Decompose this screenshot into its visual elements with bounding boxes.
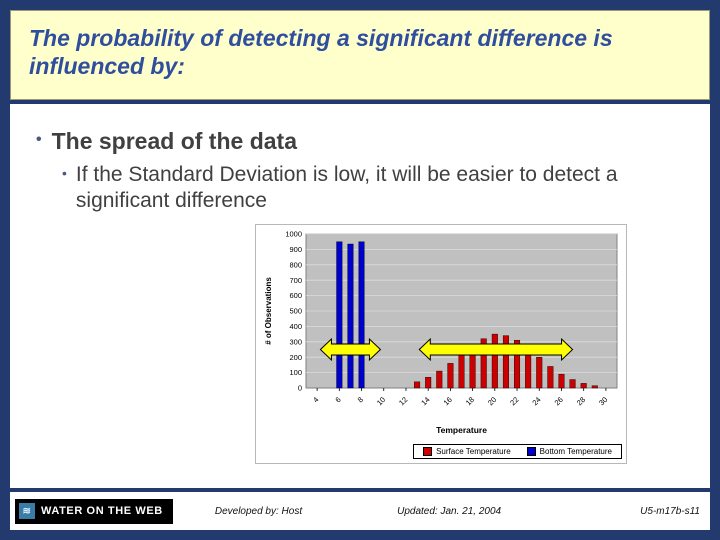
legend-item: Bottom Temperature <box>526 447 612 456</box>
svg-text:24: 24 <box>530 395 542 407</box>
svg-text:22: 22 <box>508 395 520 407</box>
svg-text:900: 900 <box>289 245 302 254</box>
svg-text:4: 4 <box>311 395 320 404</box>
bullet-icon: • <box>36 131 42 148</box>
legend-swatch-icon <box>526 447 536 456</box>
footer-developed-by: Developed by: Host <box>214 505 303 517</box>
svg-text:12: 12 <box>397 395 409 407</box>
legend-label: Surface Temperature <box>436 447 511 456</box>
svg-text:500: 500 <box>289 307 302 316</box>
slide-title-box: The probability of detecting a significa… <box>10 10 710 100</box>
svg-text:26: 26 <box>553 395 565 407</box>
svg-text:6: 6 <box>333 395 342 404</box>
svg-text:1000: 1000 <box>285 230 302 239</box>
svg-text:100: 100 <box>289 368 302 377</box>
footer-slide-id: U5-m17b-s11 <box>640 505 700 517</box>
svg-text:28: 28 <box>575 395 587 407</box>
bullet-item-stddev: • If the Standard Deviation is low, it w… <box>62 162 690 215</box>
legend-item: Surface Temperature <box>423 447 511 456</box>
double-arrow-annotation <box>319 337 382 362</box>
svg-text:200: 200 <box>289 353 302 362</box>
water-icon: ≋ <box>19 503 35 519</box>
svg-text:20: 20 <box>486 395 498 407</box>
svg-text:300: 300 <box>289 337 302 346</box>
svg-text:30: 30 <box>597 395 609 407</box>
bullet-text: If the Standard Deviation is low, it wil… <box>75 163 618 213</box>
chart-legend-row: Surface Temperature Bottom Temperature <box>258 444 624 459</box>
legend-label: Bottom Temperature <box>539 447 612 456</box>
chart-plot-area: 0 100 200 300 400 500 600 700 800 900 1000 # of Obs… <box>264 230 618 435</box>
svg-text:600: 600 <box>289 291 302 300</box>
svg-text:# of Observations: # of Observations <box>264 277 273 345</box>
water-on-the-web-logo: ≋ WATER ON THE WEB <box>15 498 173 524</box>
svg-text:18: 18 <box>464 395 476 407</box>
svg-text:8: 8 <box>356 395 365 404</box>
temperature-histogram-chart: 0 100 200 300 400 500 600 700 800 900 1000 # of Obs… <box>255 224 627 464</box>
svg-text:10: 10 <box>375 395 387 407</box>
slide-content: • The spread of the data • If the Standa… <box>10 104 710 488</box>
legend-swatch-icon <box>423 447 433 456</box>
footer-bar: ≋ WATER ON THE WEB Developed by: Host Up… <box>10 492 710 530</box>
svg-text:14: 14 <box>419 395 431 407</box>
svg-text:800: 800 <box>289 260 302 269</box>
svg-text:400: 400 <box>289 322 302 331</box>
bullet-text: The spread of the data <box>51 128 297 154</box>
bullet-icon: • <box>62 165 67 181</box>
svg-text:Temperature: Temperature <box>436 425 487 435</box>
logo-text: WATER ON THE WEB <box>41 505 163 517</box>
slide-title: The probability of detecting a significa… <box>29 25 613 80</box>
footer-updated: Updated: Jan. 21, 2004 <box>397 505 502 517</box>
svg-text:16: 16 <box>442 395 454 407</box>
svg-text:0: 0 <box>298 384 302 393</box>
bullet-item-spread: • The spread of the data <box>36 128 690 155</box>
svg-text:700: 700 <box>289 276 302 285</box>
double-arrow-annotation <box>418 337 574 362</box>
chart-legend: Surface Temperature Bottom Temperature <box>413 444 622 459</box>
